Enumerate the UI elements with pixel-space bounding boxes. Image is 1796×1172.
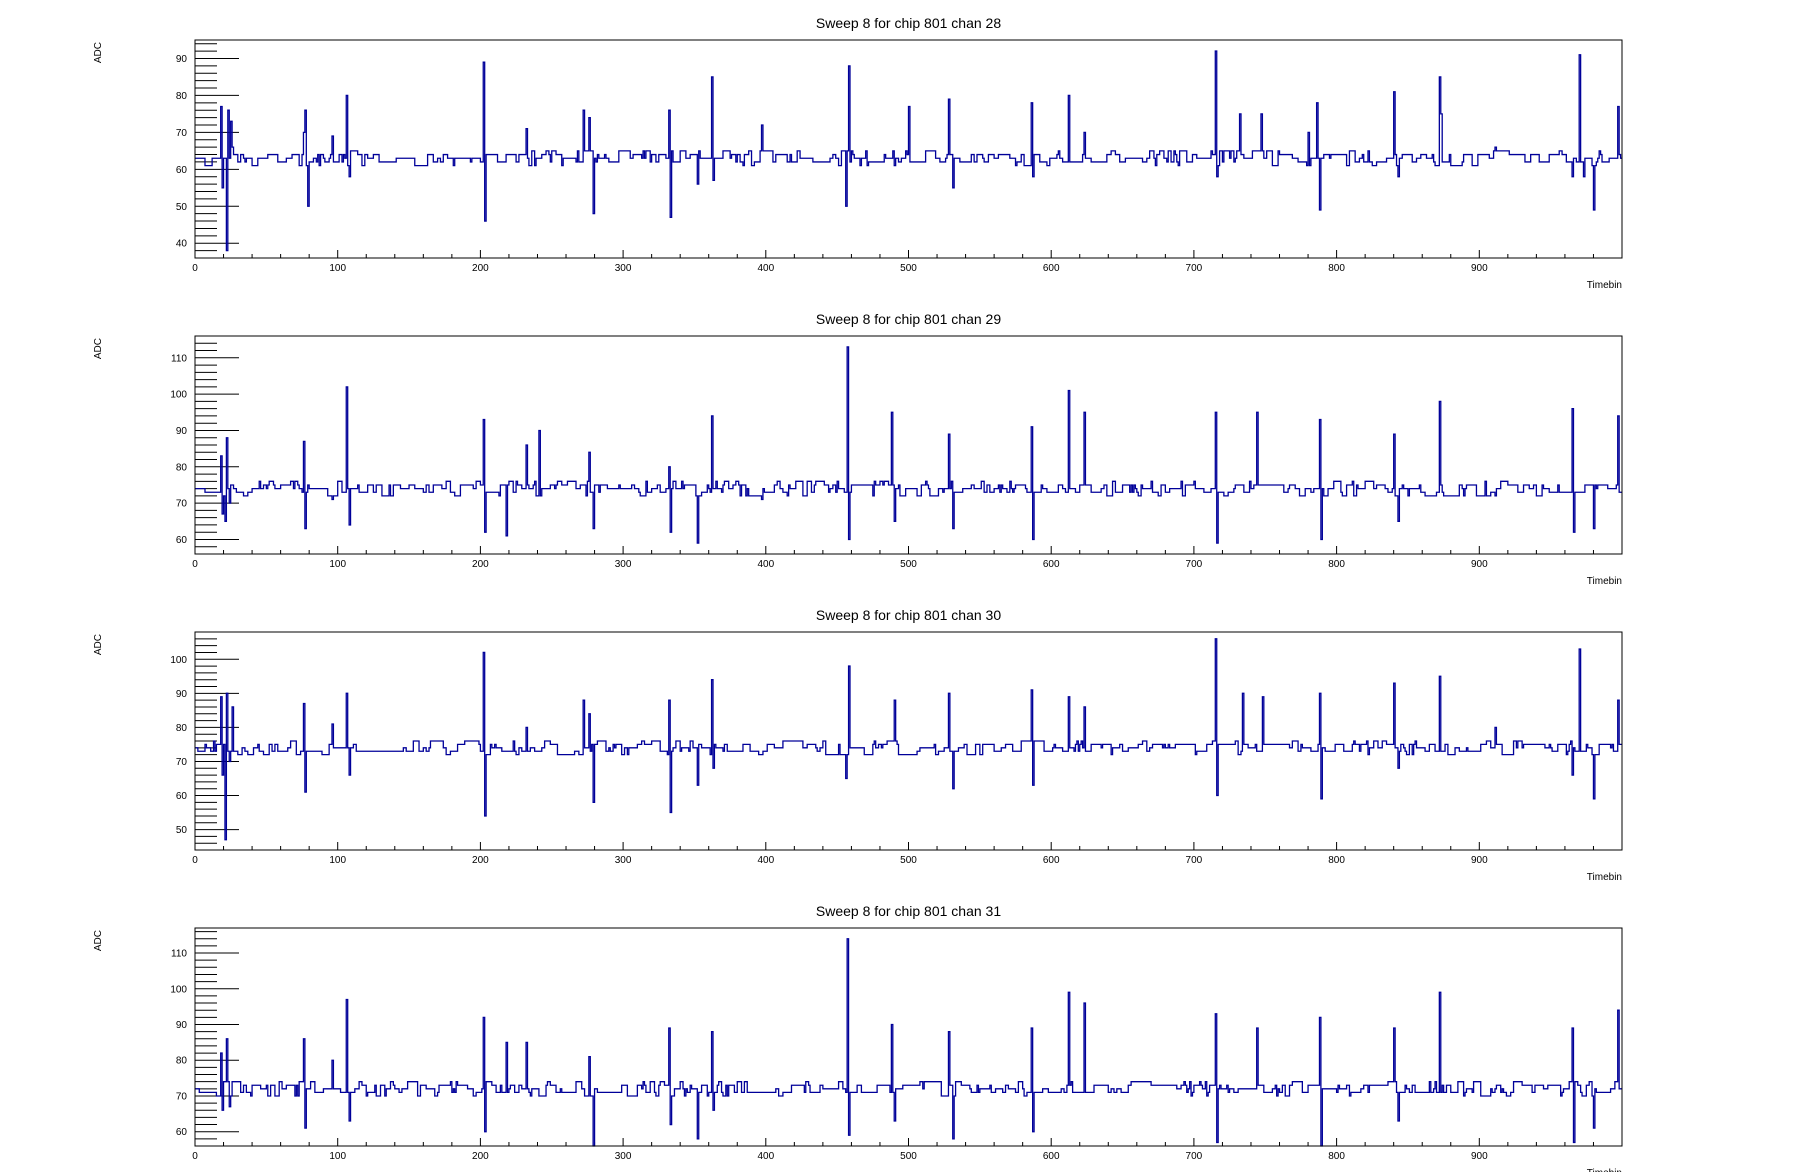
y-tick-label: 50 <box>176 825 188 836</box>
panel-2: Sweep 8 for chip 801 chan 30 ADC Timebin 50… <box>93 607 1623 883</box>
x-tick-label: 100 <box>329 263 346 274</box>
y-tick-label: 70 <box>176 1091 188 1102</box>
x-tick-label: 700 <box>1186 263 1203 274</box>
y-tick-label: 70 <box>176 128 188 139</box>
plot-frame <box>194 927 1623 1147</box>
y-tick-label: 80 <box>176 91 188 102</box>
x-tick-label: 100 <box>329 855 346 866</box>
y-tick-label: 60 <box>176 165 188 176</box>
y-tick-label: 60 <box>176 1127 188 1138</box>
x-tick-label: 400 <box>757 855 774 866</box>
y-tick-label: 100 <box>170 390 187 401</box>
x-tick-label: 200 <box>472 559 489 570</box>
y-tick-label: 80 <box>176 723 188 734</box>
y-tick-label: 90 <box>176 1020 188 1031</box>
panel-0: Sweep 8 for chip 801 chan 28 ADC Timebin 40… <box>93 15 1623 291</box>
x-tick-label: 800 <box>1328 855 1345 866</box>
x-tick-label: 200 <box>472 1151 489 1162</box>
x-tick-label: 500 <box>900 855 917 866</box>
adc-trace <box>195 346 1622 544</box>
plot-frame <box>194 631 1623 851</box>
y-tick-label: 100 <box>170 984 187 995</box>
y-tick-label: 70 <box>176 499 188 510</box>
x-tick-label: 600 <box>1043 1151 1060 1162</box>
x-tick-label: 700 <box>1186 559 1203 570</box>
x-tick-label: 800 <box>1328 1151 1345 1162</box>
panel-3: Sweep 8 for chip 801 chan 31 ADC Timebin 60… <box>93 903 1623 1172</box>
x-tick-label: 300 <box>615 263 632 274</box>
x-tick-label: 800 <box>1328 263 1345 274</box>
y-axis-title: ADC <box>93 42 104 63</box>
panel-1: Sweep 8 for chip 801 chan 29 ADC Timebin 60… <box>93 311 1623 587</box>
x-tick-label: 100 <box>329 1151 346 1162</box>
y-tick-label: 60 <box>176 791 188 802</box>
y-tick-label: 110 <box>171 353 187 364</box>
panels-group: Sweep 8 for chip 801 chan 28 ADC Timebin 40… <box>93 15 1623 1172</box>
adc-trace <box>195 638 1622 841</box>
y-tick-label: 60 <box>176 535 188 546</box>
x-tick-label: 300 <box>615 1151 632 1162</box>
adc-trace <box>195 938 1622 1147</box>
adc-trace <box>195 50 1622 252</box>
y-tick-label: 50 <box>176 202 188 213</box>
x-tick-label: 0 <box>192 559 198 570</box>
x-tick-label: 500 <box>900 559 917 570</box>
y-tick-label: 90 <box>176 54 188 65</box>
x-tick-label: 0 <box>192 855 198 866</box>
x-tick-label: 700 <box>1186 1151 1203 1162</box>
x-tick-label: 600 <box>1043 559 1060 570</box>
x-tick-label: 300 <box>615 855 632 866</box>
y-tick-label: 90 <box>176 689 188 700</box>
x-tick-label: 200 <box>472 855 489 866</box>
x-axis-title: Timebin <box>1587 280 1622 291</box>
x-tick-label: 300 <box>615 559 632 570</box>
y-tick-label: 40 <box>176 239 188 250</box>
panel-title: Sweep 8 for chip 801 chan 28 <box>816 15 1001 31</box>
x-tick-label: 100 <box>329 559 346 570</box>
x-tick-label: 900 <box>1471 559 1488 570</box>
x-tick-label: 0 <box>192 263 198 274</box>
x-tick-label: 0 <box>192 1151 198 1162</box>
x-tick-label: 600 <box>1043 263 1060 274</box>
plot-frame <box>194 335 1623 555</box>
x-axis-title: Timebin <box>1587 576 1622 587</box>
y-axis-title: ADC <box>93 338 104 359</box>
y-axis-title: ADC <box>93 930 104 951</box>
x-tick-label: 700 <box>1186 855 1203 866</box>
x-tick-label: 500 <box>900 263 917 274</box>
y-tick-label: 110 <box>171 949 187 960</box>
x-tick-label: 400 <box>757 263 774 274</box>
x-tick-label: 900 <box>1471 263 1488 274</box>
y-axis-title: ADC <box>93 634 104 655</box>
x-tick-label: 400 <box>757 1151 774 1162</box>
y-tick-label: 80 <box>176 462 188 473</box>
x-tick-label: 600 <box>1043 855 1060 866</box>
x-tick-label: 400 <box>757 559 774 570</box>
y-tick-label: 80 <box>176 1056 188 1067</box>
x-tick-label: 900 <box>1471 855 1488 866</box>
y-tick-label: 90 <box>176 426 188 437</box>
x-axis-title: Timebin <box>1587 1168 1622 1172</box>
y-tick-label: 70 <box>176 757 188 768</box>
x-tick-label: 800 <box>1328 559 1345 570</box>
panel-title: Sweep 8 for chip 801 chan 30 <box>816 607 1001 623</box>
x-tick-label: 900 <box>1471 1151 1488 1162</box>
panel-title: Sweep 8 for chip 801 chan 31 <box>816 903 1001 919</box>
x-tick-label: 500 <box>900 1151 917 1162</box>
plot-frame <box>194 39 1623 259</box>
y-tick-label: 100 <box>170 655 187 666</box>
x-axis-title: Timebin <box>1587 872 1622 883</box>
panel-title: Sweep 8 for chip 801 chan 29 <box>816 311 1001 327</box>
x-tick-label: 200 <box>472 263 489 274</box>
